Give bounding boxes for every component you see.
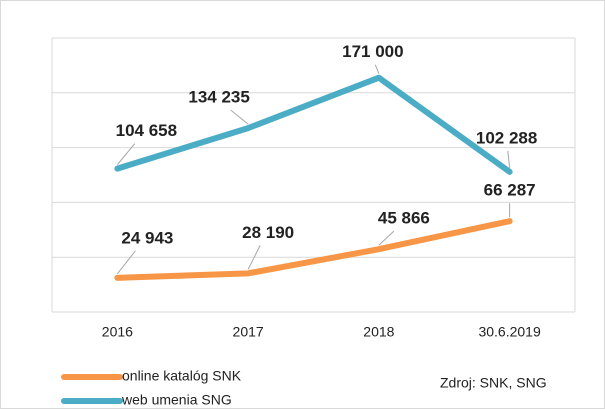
value-label: 102 288 — [476, 128, 537, 147]
leader-line — [116, 250, 136, 275]
value-label: 171 000 — [342, 42, 403, 61]
leader-line — [374, 64, 380, 74]
leader-line — [230, 109, 249, 125]
x-tick-label: 2017 — [233, 324, 264, 340]
leader-line — [116, 143, 136, 165]
legend-label: online katalóg SNK — [122, 368, 242, 384]
value-label: 45 866 — [378, 209, 430, 228]
leader-line — [247, 245, 261, 270]
series-line — [114, 218, 513, 281]
x-tick-label: 30.6.2019 — [478, 324, 540, 340]
leader-line — [378, 230, 395, 246]
x-tick-label: 2016 — [102, 324, 133, 340]
value-label: 24 943 — [121, 228, 173, 247]
value-label: 134 235 — [188, 88, 249, 107]
legend-label: web umenia SNG — [121, 392, 232, 408]
value-label: 66 287 — [484, 181, 536, 200]
series-line — [114, 74, 513, 175]
leader-line — [507, 150, 511, 168]
annotation: Zdroj: SNK, SNG — [440, 375, 547, 391]
value-label: 28 190 — [242, 223, 294, 242]
x-tick-label: 2018 — [363, 324, 394, 340]
value-label: 104 658 — [116, 121, 177, 140]
